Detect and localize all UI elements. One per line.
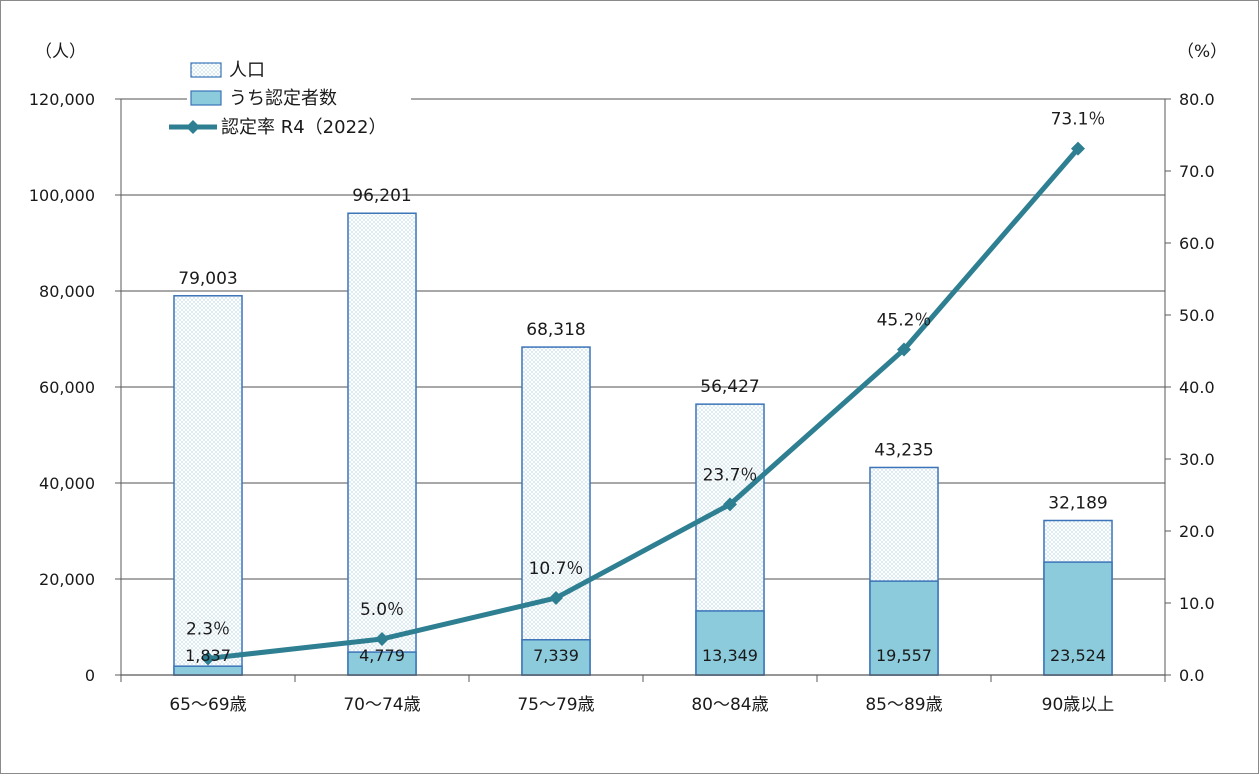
grid-layer	[121, 98, 1165, 580]
rate-line	[207, 147, 1080, 661]
rate-data-label: 5.0％	[360, 600, 404, 620]
population-data-label: 43,235	[874, 440, 933, 460]
y-right-tick-label: 60.0	[1179, 234, 1215, 253]
y-left-tick-label: 0	[85, 666, 95, 685]
x-tick-label: 70～74歳	[343, 695, 420, 715]
rate-data-label: 10.7％	[529, 559, 584, 579]
x-tick-label: 75～79歳	[517, 695, 594, 715]
y-right-tick-label: 50.0	[1179, 306, 1215, 325]
y-left-tick-label: 100,000	[29, 186, 95, 205]
population-data-label: 79,003	[178, 269, 237, 289]
rate-data-label: 45.2％	[877, 311, 932, 331]
x-tick-label: 85～89歳	[865, 695, 942, 715]
legend-population-label: 人口	[229, 60, 265, 81]
y-left-tick-label: 60,000	[39, 378, 95, 397]
population-data-label: 96,201	[352, 186, 411, 206]
right-axis-unit: （%）	[1177, 42, 1227, 62]
rate-data-label: 2.3％	[186, 619, 230, 639]
x-tick-label: 90歳以上	[1042, 695, 1115, 715]
rate-data-label: 23.7％	[703, 465, 758, 485]
rate-point	[1071, 141, 1085, 156]
population-data-label: 56,427	[700, 377, 759, 397]
y-right-tick-label: 0.0	[1179, 666, 1204, 685]
certified-data-label: 1,837	[185, 646, 231, 665]
y-left-tick-label: 40,000	[39, 474, 95, 493]
line-layer	[201, 141, 1085, 666]
rate-point	[201, 651, 215, 666]
legend-rate-marker	[186, 120, 200, 134]
legend-certified-label: うち認定者数	[229, 88, 337, 109]
legend-background	[187, 59, 411, 147]
x-tick-label: 65～69歳	[169, 695, 246, 715]
rate-point	[375, 632, 389, 646]
population-data-label: 32,189	[1048, 493, 1107, 513]
certified-data-label: 4,779	[359, 646, 405, 665]
certified-bar	[695, 610, 765, 676]
certified-data-label: 7,339	[533, 646, 579, 665]
axes-layer: 0 20,000 40,000 60,000 80,000 100,000 120,000 0…	[29, 90, 1215, 715]
left-axis-unit: （人）	[35, 42, 86, 62]
y-left-tick-label: 120,000	[29, 90, 95, 109]
bars-layer	[173, 212, 1113, 676]
y-right-tick-label: 80.0	[1179, 90, 1215, 109]
y-right-tick-label: 30.0	[1179, 450, 1215, 469]
population-bar	[521, 346, 591, 676]
certified-bar	[173, 665, 243, 676]
certified-bar	[1043, 561, 1113, 676]
legend-population-swatch	[190, 62, 222, 78]
y-left-tick-label: 20,000	[39, 570, 95, 589]
y-left-tick-label: 80,000	[39, 282, 95, 301]
certified-data-label: 19,557	[876, 646, 932, 665]
y-right-tick-label: 20.0	[1179, 522, 1215, 541]
y-right-tick-label: 10.0	[1179, 594, 1215, 613]
legend-certified-swatch	[190, 90, 222, 106]
certified-bar	[869, 580, 939, 676]
labels-layer: 79,003 96,201 68,318 56,427 43,235 32,189 1,83…	[178, 110, 1107, 665]
y-right-tick-label: 40.0	[1179, 378, 1215, 397]
x-tick-label: 80～84歳	[691, 695, 768, 715]
rate-point	[897, 342, 911, 357]
y-right-tick-label: 70.0	[1179, 162, 1215, 181]
legend-rate-label: 認定率 R4（2022）	[221, 117, 387, 138]
rate-point	[723, 497, 737, 512]
certified-data-label: 13,349	[702, 646, 758, 665]
population-bar	[173, 295, 243, 676]
certified-data-label: 23,524	[1050, 646, 1106, 665]
rate-data-label: 73.1％	[1051, 110, 1106, 130]
population-data-label: 68,318	[526, 320, 585, 340]
rate-point	[549, 590, 563, 605]
